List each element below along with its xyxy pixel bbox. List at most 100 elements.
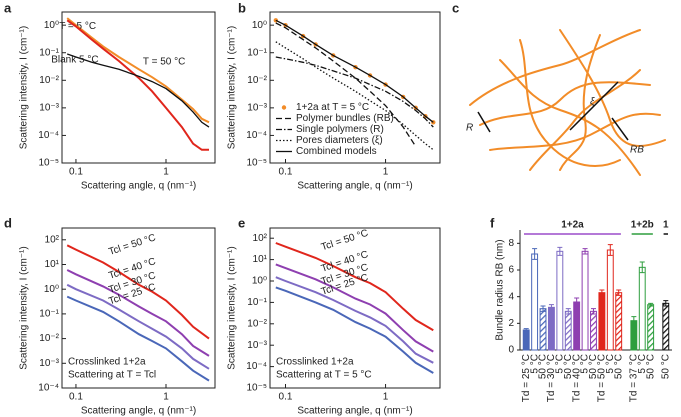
y-tick-label: 10⁻⁴ bbox=[246, 361, 267, 372]
x-tick-label: 0.1 bbox=[69, 167, 83, 178]
legend-label: 1+2a at T = 5 °C bbox=[296, 102, 369, 113]
annotation: RB bbox=[630, 145, 644, 156]
bar bbox=[547, 306, 555, 351]
y-tick-label: 10⁻¹ bbox=[39, 47, 59, 58]
y-axis-title: Scattering intensity, I (cm⁻¹) bbox=[19, 26, 30, 149]
panel-label: b bbox=[238, 0, 246, 15]
fiber bbox=[469, 29, 641, 106]
note: Scattering at T = 5 °C bbox=[276, 370, 372, 381]
fiber bbox=[519, 39, 621, 167]
x-tick-label: Td = 25 °C bbox=[521, 354, 532, 402]
bar bbox=[638, 266, 646, 351]
group-label: 1+2a bbox=[561, 220, 584, 231]
bar bbox=[522, 329, 530, 351]
fiber bbox=[529, 69, 641, 171]
x-tick-label: 5 °C bbox=[605, 354, 616, 374]
panel-label: c bbox=[452, 0, 459, 15]
y-tick-label: 10⁻⁵ bbox=[246, 158, 267, 169]
legend-label: Single polymers (R) bbox=[296, 124, 384, 135]
y-axis-title: Scattering intensity, I (cm⁻¹) bbox=[19, 246, 30, 369]
fiber bbox=[559, 34, 601, 171]
x-tick-label: 5 °C bbox=[580, 354, 591, 374]
series-line bbox=[275, 286, 434, 374]
y-tick-label: 10⁰ bbox=[44, 284, 59, 295]
bar bbox=[598, 292, 606, 351]
plot-frame bbox=[269, 11, 441, 164]
error-bar bbox=[607, 244, 613, 256]
error-bar bbox=[557, 246, 563, 256]
series-line bbox=[275, 19, 434, 123]
series-label: Tcl = 50 °C bbox=[107, 232, 157, 258]
bar bbox=[556, 250, 564, 351]
series-line bbox=[275, 41, 434, 151]
series-label: T = 50 °C bbox=[143, 57, 185, 68]
arrow bbox=[477, 111, 491, 133]
error-bar bbox=[648, 302, 654, 307]
group-label: 1 bbox=[663, 220, 669, 231]
bar bbox=[564, 310, 572, 351]
panel-label: f bbox=[490, 215, 495, 230]
y-tick-label: 6 bbox=[508, 265, 514, 276]
y-tick-label: 10⁻³ bbox=[39, 358, 59, 369]
y-tick-label: 10⁰ bbox=[44, 20, 59, 31]
y-tick-label: 10⁻¹ bbox=[247, 297, 267, 308]
x-tick-label: 5 °C bbox=[554, 354, 565, 374]
legend-label: Pores diameters (ξ) bbox=[296, 135, 383, 146]
bar bbox=[590, 310, 597, 351]
fiber bbox=[479, 81, 651, 126]
x-tick-label: Td = 40 °C bbox=[571, 354, 582, 402]
bar bbox=[606, 249, 614, 351]
x-axis-title: Scattering angle, q (nm⁻¹) bbox=[297, 406, 412, 417]
y-tick-label: 10² bbox=[253, 233, 268, 244]
fiber bbox=[559, 29, 666, 147]
note: Crosslinked 1+2a bbox=[68, 357, 146, 368]
y-tick-label: 10⁻² bbox=[39, 75, 59, 86]
x-tick-label: 0.1 bbox=[69, 392, 83, 403]
error-bar bbox=[599, 289, 605, 296]
panel-label: d bbox=[4, 215, 12, 230]
series-line bbox=[66, 283, 210, 370]
plot-frame bbox=[269, 227, 441, 389]
x-tick-label: 0.1 bbox=[279, 392, 293, 403]
diagram-panel: c R ξ RB bbox=[452, 0, 666, 176]
error-bar bbox=[532, 248, 538, 260]
error-bar bbox=[616, 289, 622, 296]
x-axis-title: Scattering angle, q (nm⁻¹) bbox=[81, 181, 196, 192]
x-tick-label: 1 bbox=[383, 167, 389, 178]
series-line bbox=[66, 19, 209, 151]
note: Scattering at T = Tcl bbox=[68, 370, 156, 381]
fibers bbox=[469, 29, 666, 176]
error-bar bbox=[540, 305, 546, 312]
bar bbox=[647, 304, 655, 351]
arrow bbox=[569, 81, 619, 131]
fiber bbox=[499, 59, 641, 176]
y-tick-label: 10⁰ bbox=[252, 20, 267, 31]
y-tick-label: 10⁰ bbox=[252, 276, 267, 287]
y-tick-label: 10⁻³ bbox=[247, 103, 267, 114]
y-tick-label: 0 bbox=[508, 345, 514, 356]
y-tick-label: 10⁻² bbox=[247, 318, 267, 329]
series-line bbox=[66, 244, 210, 340]
error-bar bbox=[631, 316, 637, 326]
annotation: ξ bbox=[590, 97, 595, 108]
series-line bbox=[66, 53, 210, 128]
bar bbox=[615, 292, 623, 351]
error-bar bbox=[548, 304, 554, 311]
y-tick-label: 4 bbox=[508, 291, 514, 302]
x-tick-label: 5 °C bbox=[637, 354, 648, 374]
series-line bbox=[275, 22, 417, 147]
panel-label: e bbox=[238, 215, 245, 230]
error-bar bbox=[590, 308, 596, 315]
y-axis-title: Scattering intensity, I (cm⁻¹) bbox=[227, 26, 238, 149]
bar bbox=[662, 302, 670, 351]
y-tick-label: 10⁻³ bbox=[39, 103, 59, 114]
y-tick-label: 2 bbox=[508, 318, 514, 329]
error-bar bbox=[565, 308, 571, 315]
series-label: T = 5 °C bbox=[59, 21, 96, 32]
y-tick-label: 10⁻⁴ bbox=[38, 130, 59, 141]
y-tick-label: 10¹ bbox=[253, 254, 268, 265]
x-axis-title: Scattering angle, q (nm⁻¹) bbox=[297, 181, 412, 192]
y-tick-label: 10² bbox=[45, 234, 60, 245]
y-tick-label: 10⁻² bbox=[39, 333, 59, 344]
bar bbox=[573, 301, 581, 351]
